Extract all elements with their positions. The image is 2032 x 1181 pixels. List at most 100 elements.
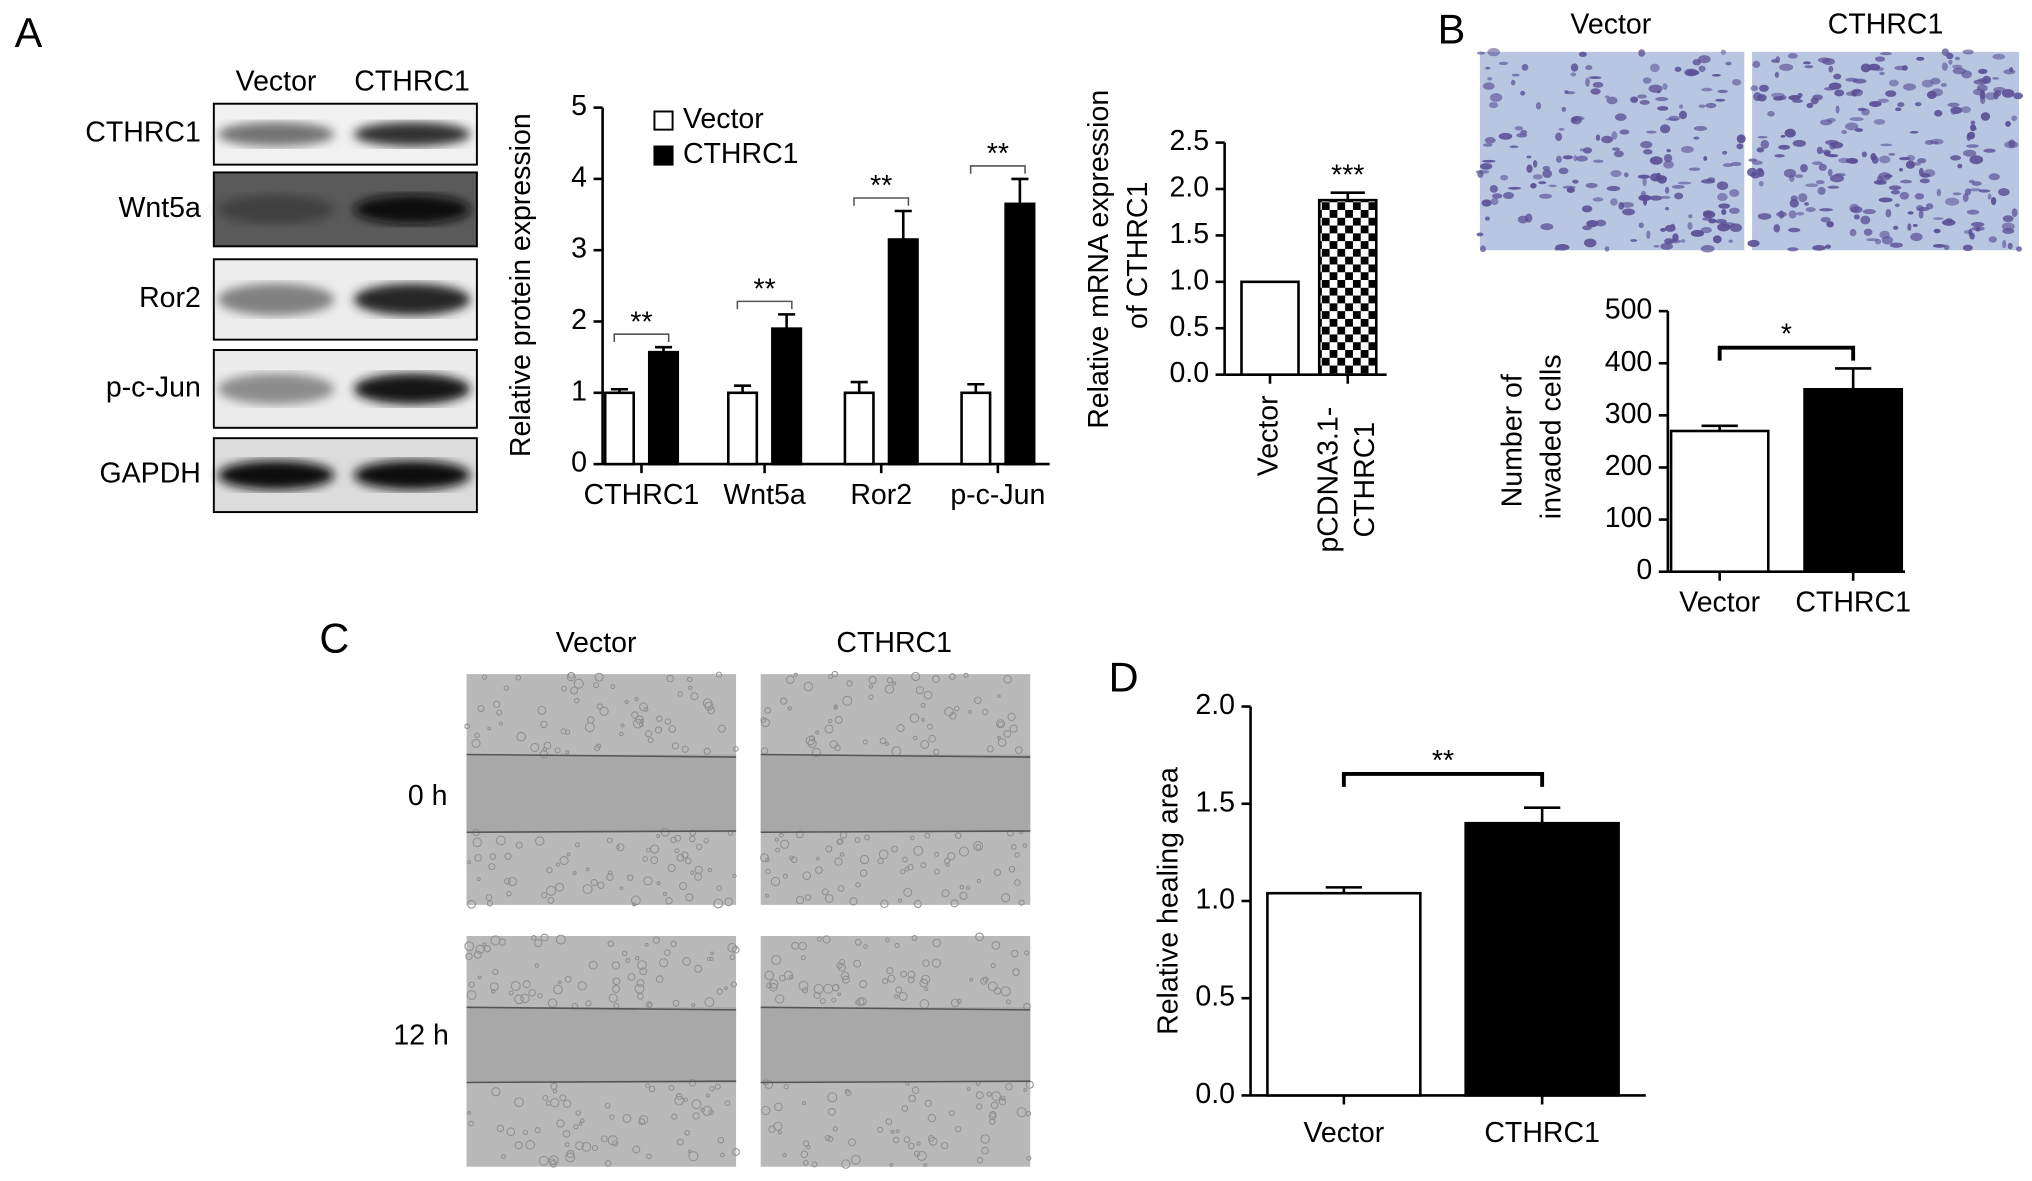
cell-texture [900, 869, 906, 875]
stained-cell [1660, 227, 1666, 232]
stained-cell [1966, 209, 1980, 215]
stained-cell [1819, 208, 1833, 212]
stained-cell [1873, 118, 1886, 125]
stained-cell [1736, 134, 1746, 144]
cell-texture [891, 845, 899, 853]
stained-cell [1854, 128, 1864, 132]
cell-texture [537, 705, 547, 715]
image-row-label: 0 h [408, 780, 448, 812]
stained-cell [1804, 202, 1809, 206]
stained-cell [1992, 53, 2006, 60]
stained-cell [1898, 168, 1903, 172]
cell-texture [644, 942, 649, 947]
stained-cell [1879, 51, 1892, 56]
stained-cell [1907, 223, 1912, 231]
stained-cell [1752, 60, 1761, 68]
stained-cell [1535, 102, 1542, 110]
cell-texture [948, 673, 956, 681]
cell-texture [515, 674, 522, 681]
cell-texture [1023, 1087, 1028, 1092]
cell-texture [581, 1141, 592, 1152]
cell-texture [822, 935, 831, 944]
stained-cell [1585, 77, 1590, 87]
stained-cell [1784, 128, 1796, 138]
cell-texture [596, 703, 604, 710]
stained-cell [1624, 172, 1629, 178]
cell-texture [795, 830, 804, 839]
stained-cell [1960, 106, 1971, 114]
stained-cell [1828, 82, 1842, 90]
stained-cell [1899, 191, 1910, 200]
cell-texture [547, 998, 558, 1008]
stained-cell [1639, 100, 1650, 105]
legend-label: Vector [683, 103, 764, 135]
cell-texture [913, 845, 924, 856]
bar [1317, 198, 1378, 376]
cell-texture [911, 671, 921, 682]
stained-cell [1879, 71, 1885, 76]
cell-texture [467, 1111, 471, 1115]
stained-cell [1677, 181, 1692, 185]
blot-band [217, 373, 335, 405]
stained-cell [1758, 180, 1764, 187]
stained-cell [1925, 203, 1934, 210]
cell-texture [760, 716, 767, 723]
cell-texture [981, 708, 989, 716]
cell-texture [868, 694, 874, 700]
cell-texture [631, 711, 639, 719]
cell-texture [841, 1159, 851, 1169]
significance-label: ** [630, 306, 652, 338]
cell-texture [546, 866, 553, 874]
cell-texture [666, 674, 674, 683]
stained-cell [1945, 197, 1960, 206]
stained-cell [1853, 214, 1860, 220]
x-tick-label: CTHRC1 [1484, 1117, 1600, 1149]
stained-cell [1729, 207, 1740, 214]
cell-texture [606, 873, 614, 881]
image-column-label: Vector [556, 627, 637, 659]
cell-texture [674, 848, 680, 854]
cell-texture [577, 981, 587, 991]
cell-texture [638, 1118, 646, 1126]
stained-cell [1485, 66, 1491, 70]
cell-texture [708, 1109, 714, 1116]
stained-cell [1613, 150, 1624, 158]
cell-texture [492, 968, 499, 975]
cell-texture [791, 941, 800, 950]
cell-texture [768, 979, 779, 989]
cell-texture [632, 1145, 641, 1154]
stained-cell [1966, 144, 1979, 148]
cell-texture [643, 707, 649, 712]
stained-cell [1816, 146, 1823, 155]
cell-texture [656, 833, 661, 839]
cell-texture [1000, 893, 1011, 903]
stained-cell [1693, 126, 1708, 132]
cell-texture [534, 1127, 541, 1134]
cell-texture [862, 739, 868, 745]
stained-cell [1779, 63, 1794, 71]
stained-cell [1950, 155, 1962, 161]
cell-texture [996, 719, 1006, 729]
cell-texture [553, 984, 563, 995]
stained-cell [1918, 167, 1924, 177]
stained-cell [1760, 139, 1770, 149]
stained-cell [1482, 143, 1493, 147]
cell-texture [965, 885, 971, 890]
cell-texture [709, 956, 714, 961]
legend-swatch [653, 110, 674, 131]
stained-cell [1649, 156, 1663, 165]
cell-texture [476, 877, 481, 882]
cell-texture [832, 983, 840, 992]
stained-cell [1736, 143, 1744, 150]
stained-cell [1642, 77, 1652, 84]
stained-cell [1638, 222, 1644, 229]
cell-texture [989, 1118, 996, 1125]
cell-texture [559, 1094, 567, 1102]
stained-cell [1795, 174, 1804, 179]
stained-cell [1610, 198, 1618, 206]
cell-texture [490, 989, 496, 994]
cell-texture [844, 1088, 850, 1094]
cell-texture [782, 873, 788, 879]
stained-cell [1538, 181, 1547, 185]
x-tick-label: pCDNA3.1- CTHRC1 [1312, 407, 1380, 553]
